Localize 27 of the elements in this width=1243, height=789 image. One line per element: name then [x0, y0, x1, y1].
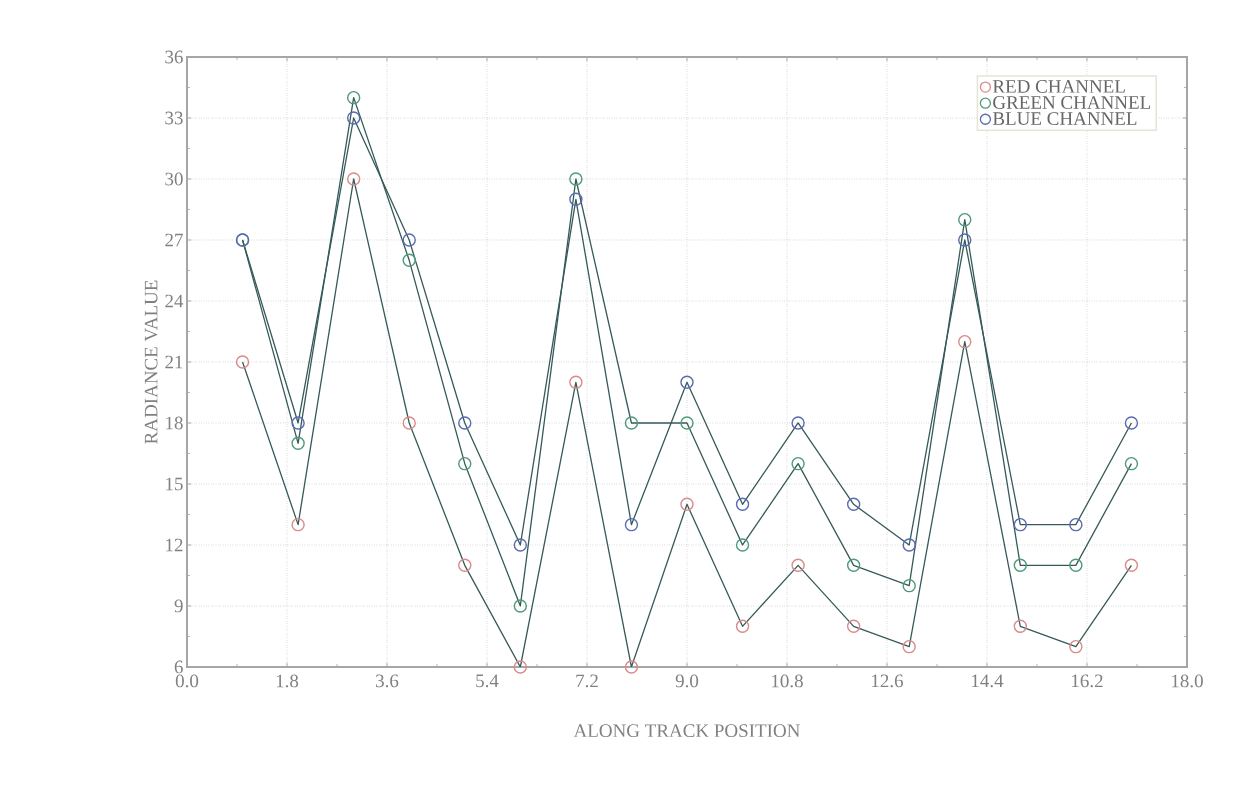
- x-tick-label: 12.6: [872, 674, 904, 688]
- x-tick-label: 3.6: [376, 674, 399, 688]
- y-tick-label: 24: [165, 294, 184, 308]
- legend-label: RED CHANNEL: [992, 80, 1125, 93]
- x-tick-label: 7.2: [576, 674, 598, 688]
- y-tick-label: 9: [174, 599, 183, 613]
- legend-label: GREEN CHANNEL: [993, 96, 1151, 109]
- y-tick-label: 27: [165, 233, 183, 247]
- x-tick-label: 16.2: [1072, 674, 1103, 688]
- y-tick-label: 33: [165, 111, 183, 125]
- x-tick-label: 14.4: [972, 674, 1004, 688]
- x-tick-label: 10.8: [772, 674, 803, 688]
- y-axis-title: RADIANCE VALUE: [144, 280, 158, 444]
- y-tick-label: 36: [165, 50, 183, 64]
- y-tick-label: 15: [166, 477, 183, 491]
- y-tick-label: 21: [165, 355, 183, 369]
- legend-label: BLUE CHANNEL: [992, 112, 1137, 125]
- y-tick-label: 12: [166, 538, 183, 552]
- y-tick-label: 6: [174, 660, 183, 674]
- x-tick-label: 9.0: [675, 674, 699, 688]
- x-tick-label: 5.4: [476, 674, 499, 688]
- x-tick-label: 18.0: [1172, 674, 1203, 688]
- x-axis-title: ALONG TRACK POSITION: [573, 724, 800, 738]
- x-tick-label: 1.8: [276, 674, 299, 688]
- y-tick-label: 18: [166, 416, 183, 430]
- x-tick-label: 0.0: [175, 674, 199, 688]
- y-tick-label: 30: [165, 172, 183, 186]
